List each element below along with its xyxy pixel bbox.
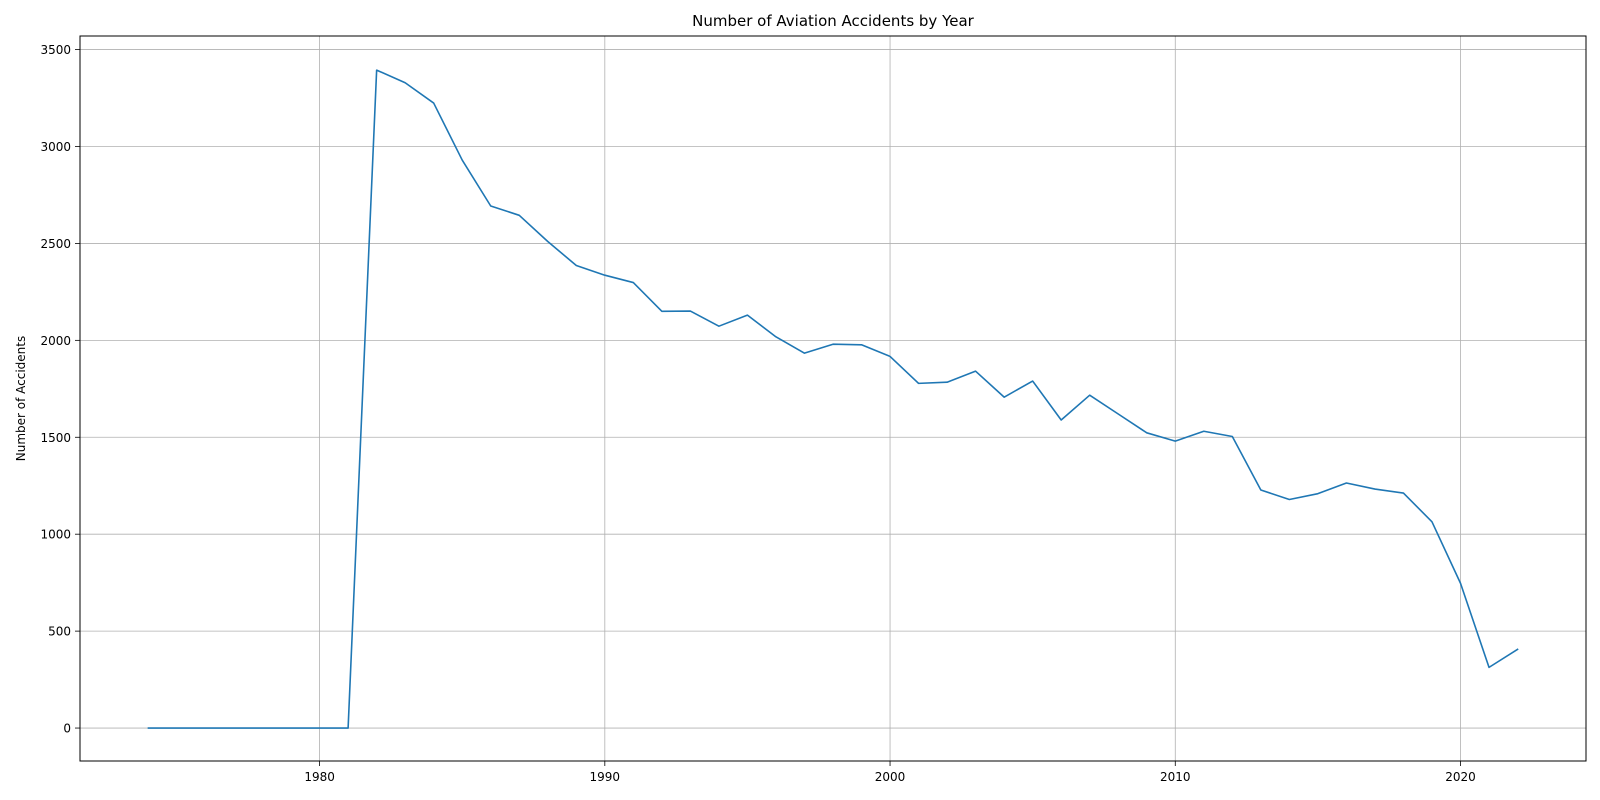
y-tick-label: 3000 bbox=[40, 140, 71, 154]
y-tick-label: 500 bbox=[48, 625, 71, 639]
y-tick-label: 1500 bbox=[40, 431, 71, 445]
tick-layer: 1980 1990 2000 2010 2020 0 500 1000 1500 2000 2500… bbox=[40, 43, 1475, 784]
x-tick-label: 1980 bbox=[304, 770, 335, 784]
grid-layer bbox=[80, 36, 1586, 761]
y-tick-label: 2000 bbox=[40, 334, 71, 348]
series-layer bbox=[147, 69, 1519, 729]
x-tick-label: 2010 bbox=[1160, 770, 1191, 784]
y-tick-label: 3500 bbox=[40, 43, 71, 57]
chart-title: Number of Aviation Accidents by Year bbox=[692, 12, 975, 30]
x-tick-label: 2020 bbox=[1445, 770, 1476, 784]
plot-area-frame bbox=[79, 35, 1587, 762]
x-tick-label: 1990 bbox=[590, 770, 621, 784]
y-tick-label: 1000 bbox=[40, 528, 71, 542]
x-tick-label: 2000 bbox=[875, 770, 906, 784]
y-tick-label: 2500 bbox=[40, 237, 71, 251]
y-axis-label: Number of Accidents bbox=[14, 336, 28, 462]
series-line bbox=[147, 69, 1519, 729]
y-tick-label: 0 bbox=[63, 722, 71, 736]
